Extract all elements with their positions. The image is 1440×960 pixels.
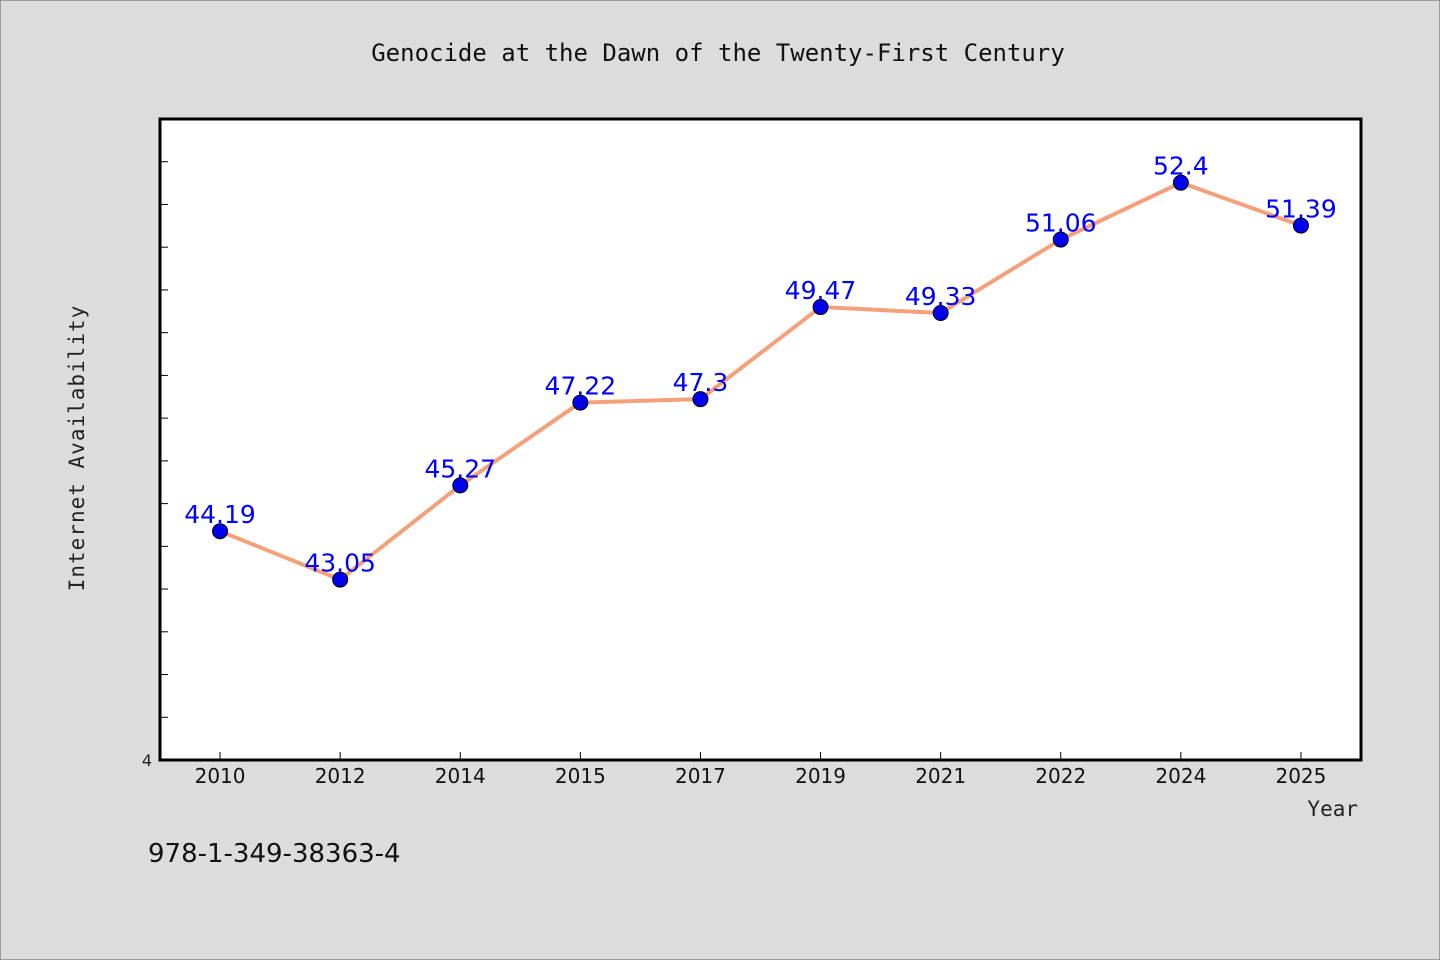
data-label: 49.47	[785, 276, 857, 305]
data-point	[1292, 217, 1309, 234]
chart-title: Genocide at the Dawn of the Twenty-First…	[371, 39, 1065, 67]
x-tick-label: 2021	[915, 764, 966, 788]
data-point	[332, 571, 349, 588]
data-label: 45.27	[424, 454, 496, 483]
data-point	[572, 394, 589, 411]
x-tick-label: 2015	[555, 764, 606, 788]
series-line	[218, 180, 1303, 582]
x-tick-label: 2014	[435, 764, 486, 788]
data-label: 51.39	[1265, 195, 1337, 224]
y-axis-label: Internet Availability	[65, 305, 89, 592]
data-point	[212, 523, 229, 540]
data-labels-group: 44.19 43.05 45.27 47.22 47.3 49.47 49.33 51.06 5…	[184, 152, 1336, 578]
x-axis-ticks: 2010 2012 2014 2015 2017 2019 2021 2022 2024 2025	[195, 752, 1326, 788]
data-point	[1172, 174, 1189, 191]
data-point	[812, 299, 829, 316]
x-tick-label: 2022	[1035, 764, 1086, 788]
data-label: 44.19	[184, 500, 256, 529]
data-label: 51.06	[1025, 209, 1097, 238]
data-point	[932, 304, 949, 321]
y-axis-ticks	[160, 161, 168, 718]
y-tick-label: 4	[142, 751, 152, 770]
plot-area	[158, 117, 1363, 762]
x-tick-label: 2019	[795, 764, 846, 788]
data-label: 52.4	[1153, 152, 1209, 181]
data-point	[692, 391, 709, 408]
data-label: 49.33	[905, 282, 977, 311]
data-point	[452, 477, 469, 494]
x-axis-label: Year	[1307, 797, 1358, 821]
x-tick-label: 2017	[675, 764, 726, 788]
x-tick-label: 2012	[315, 764, 366, 788]
isbn-text: 978-1-349-38363-4	[148, 839, 401, 869]
data-label: 47.22	[545, 372, 617, 401]
x-tick-label: 2024	[1155, 764, 1206, 788]
data-label: 43.05	[304, 549, 376, 578]
x-tick-label: 2025	[1275, 764, 1326, 788]
series-line-group	[212, 174, 1309, 588]
x-tick-label: 2010	[195, 764, 246, 788]
data-label: 47.3	[673, 368, 729, 397]
data-point	[1052, 231, 1069, 248]
